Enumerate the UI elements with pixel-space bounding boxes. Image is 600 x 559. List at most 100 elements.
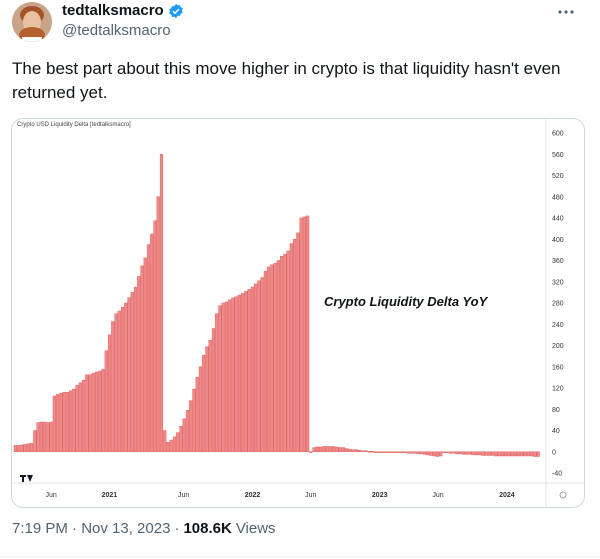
x-tick-label: Jun — [305, 492, 316, 499]
chart-bar — [474, 451, 479, 456]
avatar[interactable] — [12, 2, 52, 42]
chart-bar — [461, 451, 466, 455]
chart-bar — [390, 451, 394, 453]
chart-bar — [69, 390, 73, 452]
chart-bar — [257, 280, 261, 452]
chart-bar — [250, 286, 254, 452]
chart-bar — [130, 292, 134, 452]
chart-bar — [146, 244, 151, 452]
chart-bar — [325, 446, 329, 452]
chart-bar — [176, 432, 180, 452]
chart-bar — [17, 445, 21, 452]
y-tick-label: 440 — [552, 216, 564, 223]
chart-bar — [445, 451, 449, 454]
chart-bar — [302, 216, 306, 452]
chart-settings-icon — [559, 491, 567, 499]
chart-bar — [189, 400, 193, 452]
chart-bar — [536, 451, 540, 457]
chart-bar — [364, 450, 368, 452]
y-tick-label: -40 — [552, 471, 562, 478]
chart-bar — [117, 310, 121, 452]
chart-bar — [195, 377, 199, 452]
chart-bar — [455, 451, 459, 455]
chart-bar — [91, 372, 95, 452]
chart-bar — [396, 451, 401, 454]
y-tick-label: 520 — [552, 173, 564, 180]
chart-bar — [263, 270, 267, 452]
timestamp[interactable]: 7:19 PM · Nov 13, 2023 — [12, 520, 171, 537]
chart-bar — [377, 451, 381, 453]
chart-bar — [241, 293, 245, 452]
chart-bar — [43, 421, 47, 452]
chart-bar — [383, 451, 388, 453]
chart-bar — [422, 451, 427, 455]
chart-bar — [513, 451, 517, 457]
chart-bar — [517, 451, 521, 457]
meta-separator: · — [174, 520, 180, 537]
chart-bar — [202, 354, 206, 452]
tweet-media-chart[interactable]: 600 560 520 480 440 400 360 320 280 240 200 160 120 8… — [11, 118, 585, 508]
chart-bar — [497, 451, 501, 457]
chart-bar — [283, 253, 287, 452]
chart-bar — [56, 394, 60, 452]
chart-bar — [348, 448, 352, 452]
y-tick-label: 0 — [552, 449, 556, 456]
chart-bar — [530, 451, 534, 457]
chart-bar — [293, 239, 297, 452]
x-tick-label: Jun — [178, 492, 189, 499]
chart-bar — [62, 392, 66, 452]
chart-bar — [335, 446, 339, 452]
chart-bar — [393, 451, 397, 454]
chart-bar — [33, 430, 37, 452]
chart-svg: 6005605204804404003603202802402001601208… — [12, 119, 584, 507]
chart-bar — [104, 350, 108, 452]
chart-bar — [143, 257, 147, 452]
chart-bar — [36, 422, 40, 452]
chart-bar — [94, 371, 99, 452]
chart-bar — [228, 299, 232, 452]
chart-bar — [276, 260, 280, 452]
chart-bar — [487, 451, 492, 456]
chart-bar — [140, 265, 144, 452]
chart-bar — [23, 444, 27, 452]
chart-bar — [448, 451, 453, 454]
chart-bar — [30, 443, 34, 452]
chart-bar — [357, 449, 362, 452]
x-tick-label: 2023 — [372, 492, 388, 499]
chart-bar — [520, 451, 524, 457]
handle[interactable]: @tedtalksmacro — [62, 22, 171, 39]
chart-bar — [361, 450, 365, 452]
chart-bar — [179, 426, 183, 452]
chart-bar — [332, 446, 336, 452]
chart-bar — [211, 328, 216, 452]
chart-bar — [322, 446, 326, 452]
chart-bar — [471, 451, 475, 456]
more-options-icon[interactable] — [556, 4, 576, 20]
chart-bar — [280, 256, 284, 452]
chart-title: Crypto USD Liquidity Delta [tedtalksmacr… — [17, 122, 131, 128]
display-name[interactable]: tedtalksmacro — [62, 2, 164, 19]
y-tick-label: 480 — [552, 194, 564, 201]
tradingview-logo-icon — [20, 475, 33, 482]
chart-bar — [75, 385, 79, 452]
chart-bar — [72, 388, 76, 452]
author-name-row[interactable]: tedtalksmacro — [62, 2, 184, 19]
chart-bar — [133, 286, 138, 452]
chart-bar — [98, 370, 102, 452]
chart-bar — [413, 451, 417, 454]
chart-bar — [208, 339, 212, 452]
chart-bar — [452, 451, 456, 454]
chart-bar — [59, 393, 63, 452]
chart-bar — [484, 451, 488, 456]
chart-bar — [81, 379, 86, 452]
chart-bar — [120, 307, 125, 452]
x-tick-label: 2022 — [245, 492, 261, 499]
chart-bar — [465, 451, 469, 455]
chart-bar — [124, 302, 128, 452]
y-tick-label: 280 — [552, 301, 564, 308]
chart-bar — [182, 418, 186, 452]
chart-bar — [296, 232, 300, 452]
chart-bar — [338, 447, 342, 452]
chart-bar — [312, 447, 316, 452]
y-tick-label: 80 — [552, 407, 560, 414]
